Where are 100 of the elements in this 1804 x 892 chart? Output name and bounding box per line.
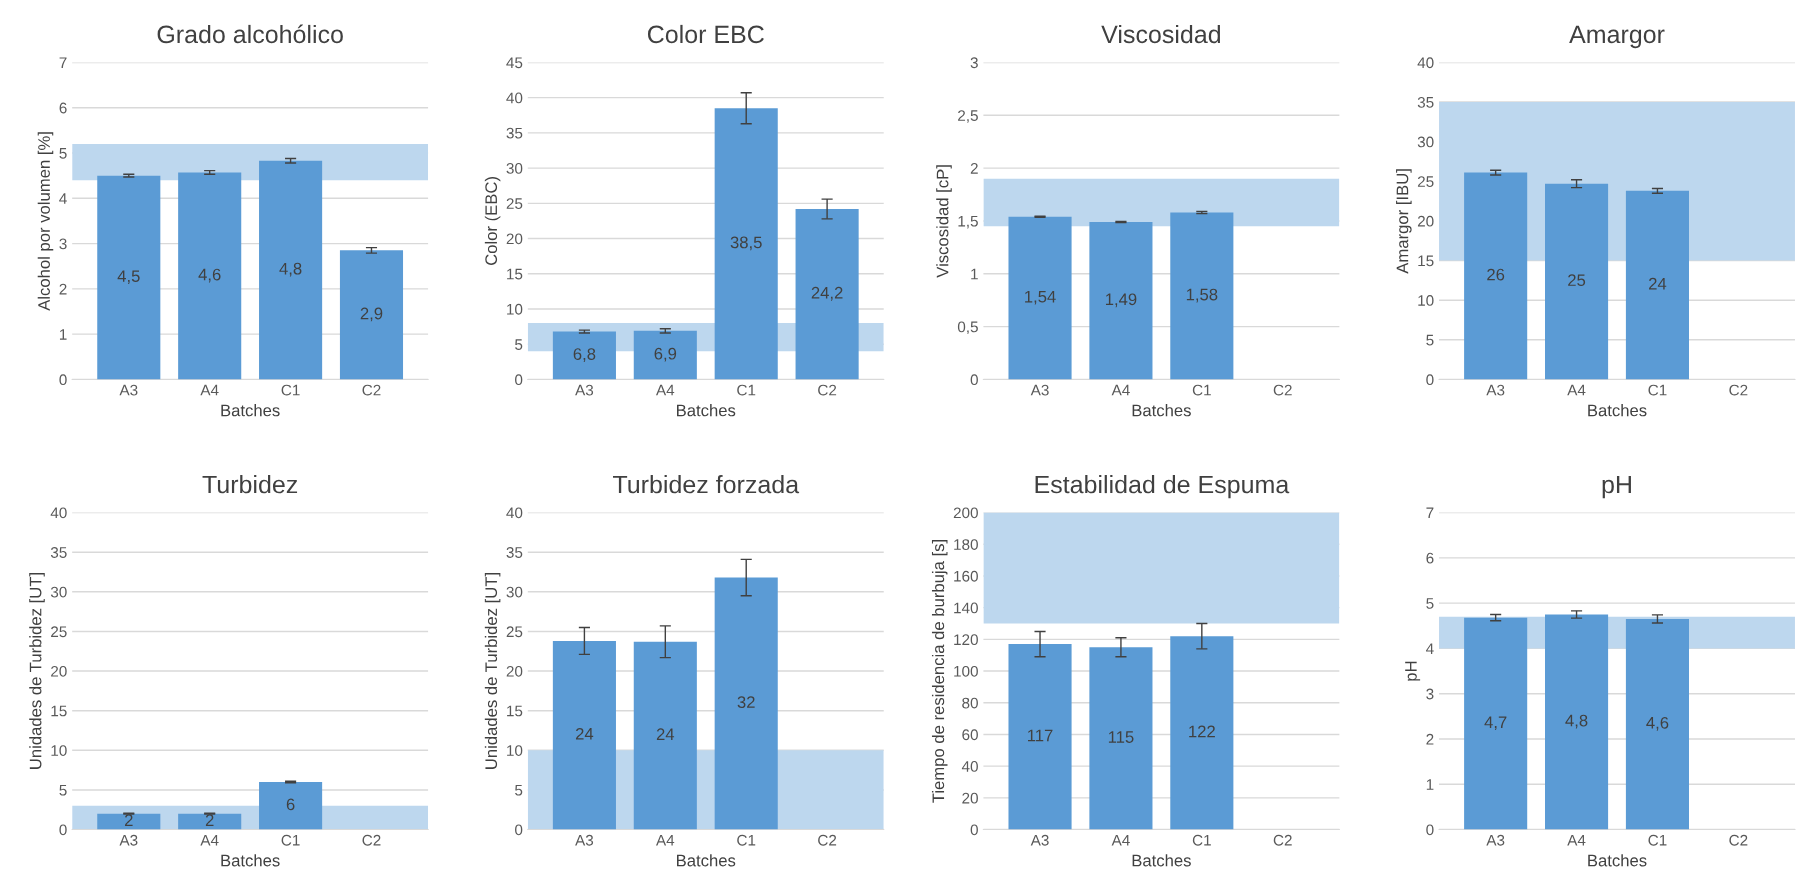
- y-tick-label: 0: [515, 374, 523, 386]
- chart-title: pH: [1602, 475, 1631, 499]
- y-tick-label: 35: [1417, 96, 1434, 108]
- bar: [633, 330, 697, 380]
- y-tick-label: 20: [1417, 215, 1434, 227]
- x-tick-label: A3: [575, 384, 594, 396]
- y-tick-label: 2: [59, 283, 67, 295]
- bar: [1089, 647, 1153, 830]
- x-tick-label: A4: [200, 834, 219, 846]
- y-tick-label: 0: [1426, 824, 1434, 836]
- y-tick-label: 30: [50, 586, 67, 598]
- x-tick-label: C2: [362, 834, 381, 846]
- y-tick-label: 35: [506, 127, 523, 139]
- y-tick-label: 25: [51, 626, 67, 638]
- y-tick-label: 30: [506, 162, 523, 174]
- y-tick-label: 15: [507, 268, 523, 280]
- x-tick-label: C1: [737, 834, 756, 846]
- data-label: 4,5: [117, 270, 140, 284]
- bar: [339, 250, 404, 380]
- chart-title: Turbidez forzada: [613, 475, 800, 494]
- x-tick-label: A4: [1567, 834, 1586, 846]
- x-axis-title: Batches: [1132, 404, 1191, 417]
- data-label: 2: [205, 814, 214, 826]
- bar: [633, 641, 697, 830]
- x-tick-label: A3: [575, 834, 594, 846]
- y-tick-label: 30: [1417, 136, 1434, 148]
- y-tick-label: 10: [507, 303, 523, 315]
- data-label: 24: [1649, 277, 1667, 290]
- y-tick-label: 0: [970, 374, 978, 386]
- data-label: 4,8: [1565, 714, 1588, 729]
- data-label: 24,2: [811, 286, 843, 301]
- x-axis-title: Batches: [221, 404, 280, 417]
- y-tick-label: 0: [970, 824, 978, 836]
- y-tick-label: 5: [1426, 334, 1434, 346]
- y-tick-label: 25: [506, 198, 523, 210]
- x-tick-label: C2: [1729, 834, 1748, 846]
- y-tick-label: 2: [1426, 733, 1434, 745]
- x-tick-label: C1: [1648, 834, 1667, 846]
- x-tick-label: A3: [1486, 384, 1505, 396]
- bar: [1464, 172, 1528, 380]
- x-tick-label: A3: [1486, 834, 1505, 846]
- x-tick-label: C1: [1192, 384, 1211, 396]
- bar: [714, 108, 778, 380]
- chart-title: Turbidez: [202, 475, 298, 494]
- x-tick-label: C2: [362, 384, 381, 396]
- y-axis-title: Unidades de Turbidez [UT]: [484, 573, 501, 769]
- y-tick-label: 180: [954, 539, 978, 550]
- y-tick-label: 35: [506, 547, 523, 558]
- y-tick-label: 0,5: [957, 321, 978, 335]
- bar: [552, 640, 616, 830]
- x-tick-label: A3: [1030, 384, 1049, 396]
- y-tick-label: 80: [962, 697, 978, 709]
- y-tick-label: 4: [59, 193, 67, 204]
- y-tick-label: 140: [954, 602, 978, 614]
- y-tick-label: 45: [506, 57, 523, 69]
- x-tick-label: C1: [1648, 384, 1667, 396]
- x-tick-label: C1: [1192, 834, 1211, 846]
- bar: [714, 577, 778, 830]
- data-label: 6,9: [654, 347, 677, 362]
- data-label: 25: [1568, 274, 1586, 287]
- y-tick-label: 40: [1417, 57, 1434, 69]
- x-tick-label: A4: [1111, 384, 1130, 396]
- y-tick-label: 15: [1418, 255, 1434, 267]
- y-tick-label: 0: [515, 824, 523, 836]
- chart-title: Color EBC: [647, 24, 764, 44]
- data-label: 4,8: [279, 262, 302, 277]
- y-tick-label: 0: [1426, 374, 1434, 386]
- y-axis-title: Viscosidad [cP]: [936, 165, 952, 278]
- y-tick-label: 20: [506, 665, 523, 677]
- chart-title: Grado alcohólico: [157, 24, 343, 44]
- y-tick-label: 3: [59, 238, 67, 250]
- x-tick-label: A3: [119, 384, 138, 396]
- y-tick-label: 5: [515, 784, 523, 796]
- y-tick-label: 5: [1426, 598, 1434, 609]
- y-tick-label: 2: [970, 162, 978, 174]
- y-tick-label: 1,5: [958, 215, 978, 229]
- chart-title: Amargor: [1569, 25, 1665, 49]
- x-tick-label: C1: [281, 834, 300, 846]
- bar: [1008, 644, 1072, 830]
- x-tick-label: A4: [656, 834, 675, 846]
- y-tick-label: 6: [59, 102, 67, 114]
- x-axis-title: Batches: [1132, 854, 1191, 867]
- bar: [1170, 636, 1234, 830]
- data-label: 4,6: [198, 268, 221, 283]
- y-tick-label: 25: [1417, 176, 1434, 187]
- chart-title: Viscosidad: [1101, 24, 1220, 44]
- x-tick-label: A4: [1567, 384, 1586, 396]
- bar: [795, 208, 859, 380]
- y-tick-label: 7: [1426, 507, 1434, 519]
- y-axis-title: pH: [1405, 661, 1421, 681]
- y-tick-label: 5: [59, 784, 67, 796]
- x-tick-label: C2: [1273, 384, 1292, 396]
- y-tick-label: 1: [1426, 779, 1434, 790]
- data-label: 122: [1189, 725, 1215, 738]
- bar: [1625, 190, 1689, 380]
- y-tick-label: 60: [962, 729, 978, 741]
- y-tick-label: 20: [51, 665, 67, 677]
- y-tick-label: 40: [506, 92, 523, 104]
- y-tick-label: 10: [507, 745, 523, 756]
- y-axis-title: Amargor [IBU]: [1396, 169, 1412, 274]
